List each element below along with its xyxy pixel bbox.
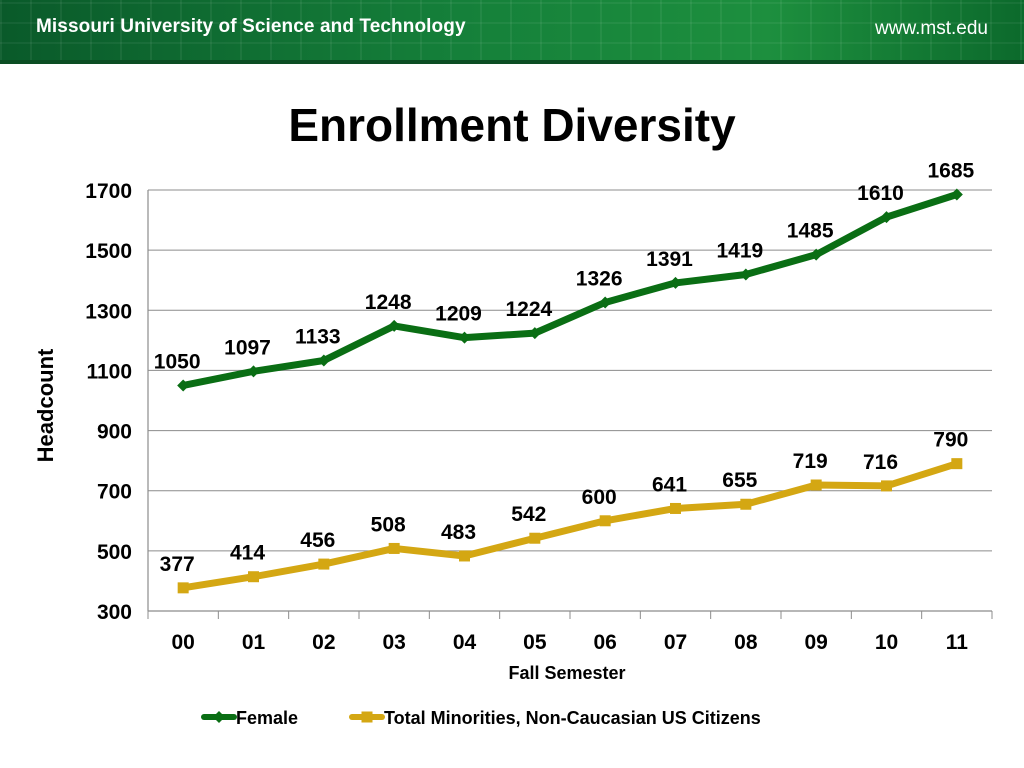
y-tick-label: 900 (97, 421, 132, 444)
data-point (388, 319, 401, 332)
x-tick-label: 11 (946, 631, 969, 654)
y-tick-label: 300 (97, 601, 132, 624)
data-label: 1133 (295, 326, 341, 349)
legend-marker (361, 711, 373, 723)
y-tick-label: 700 (97, 481, 132, 504)
y-axis-title: Headcount (33, 348, 58, 462)
banner-divider (0, 60, 1024, 64)
website-url: www.mst.edu (875, 18, 988, 39)
data-label: 1248 (365, 291, 412, 314)
data-label: 377 (160, 553, 195, 576)
data-point (951, 458, 963, 470)
data-label: 508 (371, 513, 406, 536)
x-tick-label: 04 (453, 631, 477, 654)
data-point (670, 502, 681, 514)
data-label: 1610 (857, 182, 904, 205)
x-tick-label: 05 (523, 631, 547, 654)
data-label: 1224 (505, 298, 552, 321)
data-point (810, 479, 822, 491)
x-axis-title: Fall Semester (508, 663, 625, 683)
data-label: 719 (793, 450, 828, 473)
chart-title: Enrollment Diversity (288, 99, 736, 151)
x-tick-label: 08 (734, 631, 758, 654)
data-point (740, 498, 752, 510)
data-label: 790 (933, 429, 968, 452)
banner-pattern (0, 0, 1024, 64)
x-tick-label: 07 (664, 631, 687, 654)
legend-marker (213, 711, 225, 723)
data-label: 641 (652, 473, 687, 496)
data-label: 600 (582, 486, 617, 509)
data-label: 716 (863, 451, 898, 474)
data-point (881, 480, 892, 492)
x-tick-label: 01 (242, 631, 266, 654)
data-label: 1685 (927, 160, 974, 183)
data-point (318, 558, 330, 570)
y-tick-label: 500 (97, 541, 132, 564)
data-label: 1391 (646, 248, 693, 271)
data-point (528, 327, 541, 340)
series-line-0 (179, 191, 961, 389)
data-point (177, 379, 190, 392)
university-name: Missouri University of Science and Techn… (36, 16, 466, 37)
data-point (247, 365, 260, 378)
data-point (950, 188, 963, 201)
data-point (810, 248, 823, 261)
data-point (529, 532, 541, 544)
data-point (739, 268, 752, 281)
y-tick-label: 1700 (85, 180, 132, 203)
data-point (880, 211, 893, 224)
data-label: 1209 (435, 303, 482, 326)
x-tick-label: 02 (312, 631, 335, 654)
data-label: 1050 (154, 350, 201, 373)
x-tick-label: 00 (171, 631, 194, 654)
data-label: 483 (441, 521, 476, 544)
data-label: 414 (230, 542, 265, 565)
data-label: 655 (722, 469, 757, 492)
x-tick-label: 03 (382, 631, 405, 654)
data-point (388, 542, 400, 554)
y-tick-label: 1500 (85, 240, 132, 263)
data-point (669, 276, 682, 289)
y-tick-label: 1100 (86, 360, 132, 383)
data-point (177, 582, 189, 594)
data-label: 456 (300, 529, 335, 552)
data-point (599, 515, 611, 527)
x-tick-label: 09 (804, 631, 827, 654)
data-point (248, 571, 259, 583)
data-label: 1419 (716, 240, 763, 263)
y-tick-label: 1300 (85, 300, 132, 323)
data-point (459, 550, 470, 562)
data-point (599, 296, 612, 309)
legend-label: Total Minorities, Non-Caucasian US Citiz… (384, 708, 761, 728)
x-tick-label: 06 (593, 631, 616, 654)
data-point (458, 331, 471, 344)
data-label: 542 (511, 503, 546, 526)
data-label: 1326 (576, 267, 623, 290)
legend-label: Female (236, 708, 298, 728)
header-banner: Missouri University of Science and Techn… (0, 0, 1024, 64)
series-line-1 (179, 460, 961, 592)
data-label: 1097 (224, 336, 271, 359)
data-point (317, 354, 330, 367)
x-tick-label: 10 (875, 631, 898, 654)
data-label: 1485 (787, 220, 834, 243)
